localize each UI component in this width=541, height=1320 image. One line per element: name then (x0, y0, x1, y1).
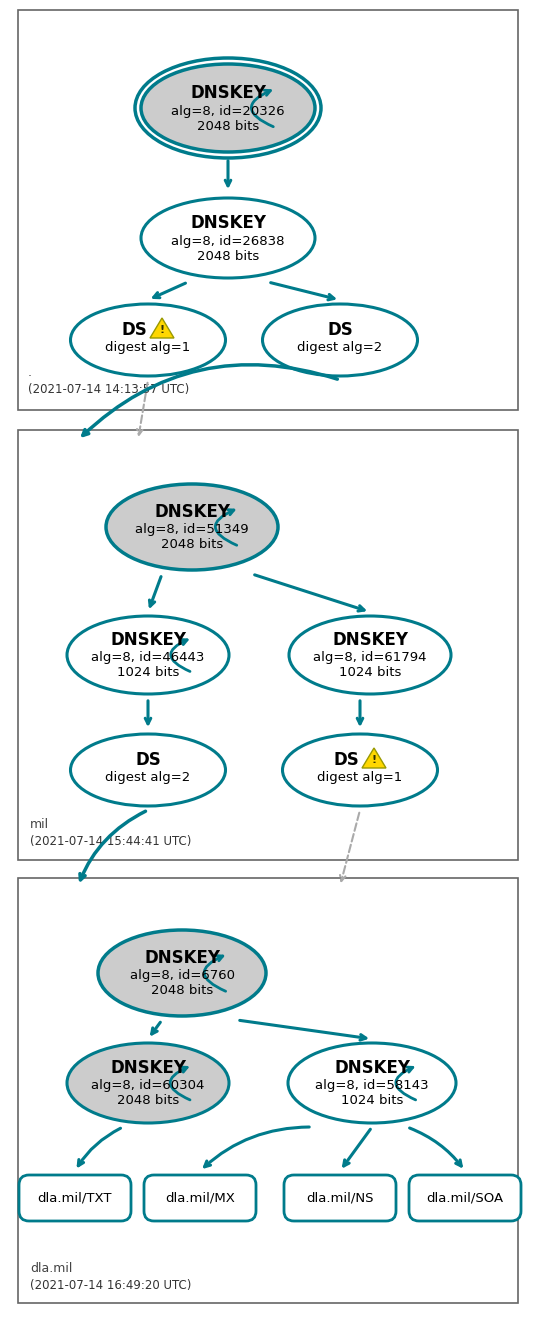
Text: DS: DS (121, 321, 147, 339)
Text: dla.mil/TXT: dla.mil/TXT (38, 1192, 112, 1204)
Text: alg=8, id=60304: alg=8, id=60304 (91, 1080, 204, 1093)
Ellipse shape (67, 616, 229, 694)
FancyBboxPatch shape (19, 1175, 131, 1221)
Text: (2021-07-14 14:13:57 UTC): (2021-07-14 14:13:57 UTC) (28, 384, 189, 396)
Ellipse shape (106, 484, 278, 570)
Ellipse shape (67, 1043, 229, 1123)
FancyBboxPatch shape (409, 1175, 521, 1221)
Text: .: . (28, 366, 32, 379)
Text: !: ! (160, 325, 164, 335)
Text: DNSKEY: DNSKEY (190, 84, 266, 102)
Text: dla.mil/SOA: dla.mil/SOA (426, 1192, 504, 1204)
Text: 2048 bits: 2048 bits (151, 985, 213, 998)
Bar (18, 878, 518, 1303)
Text: alg=8, id=20326: alg=8, id=20326 (171, 104, 285, 117)
Text: alg=8, id=6760: alg=8, id=6760 (129, 969, 234, 982)
Text: DNSKEY: DNSKEY (190, 214, 266, 232)
Ellipse shape (282, 734, 438, 807)
Ellipse shape (70, 734, 226, 807)
Text: DS: DS (327, 321, 353, 339)
Text: DS: DS (333, 751, 359, 770)
Text: dla.mil: dla.mil (30, 1262, 72, 1275)
Text: DS: DS (135, 751, 161, 770)
Ellipse shape (262, 304, 418, 376)
Text: 2048 bits: 2048 bits (197, 249, 259, 263)
Ellipse shape (141, 63, 315, 152)
Text: digest alg=2: digest alg=2 (105, 771, 190, 784)
Ellipse shape (141, 198, 315, 279)
Text: alg=8, id=51349: alg=8, id=51349 (135, 524, 249, 536)
Text: alg=8, id=61794: alg=8, id=61794 (313, 652, 427, 664)
Text: !: ! (372, 755, 377, 766)
Text: digest alg=2: digest alg=2 (298, 342, 382, 355)
Text: mil: mil (30, 818, 49, 832)
Text: digest alg=1: digest alg=1 (105, 342, 190, 355)
Text: digest alg=1: digest alg=1 (318, 771, 403, 784)
Text: 2048 bits: 2048 bits (161, 539, 223, 552)
Text: DNSKEY: DNSKEY (154, 503, 230, 521)
Text: 1024 bits: 1024 bits (341, 1094, 403, 1107)
Text: alg=8, id=46443: alg=8, id=46443 (91, 652, 204, 664)
Text: 1024 bits: 1024 bits (117, 667, 179, 680)
Ellipse shape (98, 931, 266, 1016)
Polygon shape (150, 318, 174, 338)
Bar (18, 11, 518, 411)
Text: DNSKEY: DNSKEY (110, 631, 186, 649)
Text: alg=8, id=58143: alg=8, id=58143 (315, 1080, 429, 1093)
Text: 2048 bits: 2048 bits (117, 1094, 179, 1107)
Ellipse shape (70, 304, 226, 376)
Text: DNSKEY: DNSKEY (144, 949, 220, 968)
Text: DNSKEY: DNSKEY (110, 1059, 186, 1077)
Bar (18, 430, 518, 861)
Polygon shape (362, 748, 386, 768)
Text: alg=8, id=26838: alg=8, id=26838 (171, 235, 285, 248)
Text: (2021-07-14 15:44:41 UTC): (2021-07-14 15:44:41 UTC) (30, 836, 192, 849)
Text: (2021-07-14 16:49:20 UTC): (2021-07-14 16:49:20 UTC) (30, 1279, 192, 1291)
Text: dla.mil/MX: dla.mil/MX (165, 1192, 235, 1204)
Ellipse shape (289, 616, 451, 694)
Text: dla.mil/NS: dla.mil/NS (306, 1192, 374, 1204)
FancyBboxPatch shape (284, 1175, 396, 1221)
Text: DNSKEY: DNSKEY (332, 631, 408, 649)
FancyBboxPatch shape (144, 1175, 256, 1221)
Text: 2048 bits: 2048 bits (197, 120, 259, 132)
Text: 1024 bits: 1024 bits (339, 667, 401, 680)
Ellipse shape (288, 1043, 456, 1123)
Text: DNSKEY: DNSKEY (334, 1059, 410, 1077)
